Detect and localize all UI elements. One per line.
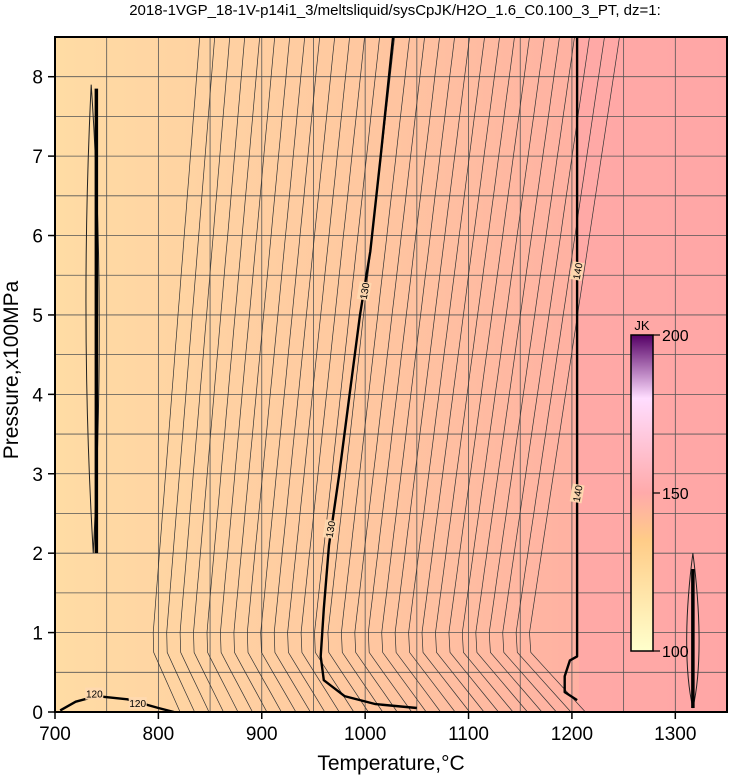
thin-contour [448, 37, 530, 712]
contour-label-bg [569, 483, 585, 504]
y-tick-label: 3 [32, 465, 43, 486]
thin-contour [260, 37, 321, 712]
colorbar-tick-label: 100 [662, 644, 689, 661]
thin-contour [152, 37, 201, 712]
thin-contour [166, 37, 216, 712]
contour-label: 120 [85, 687, 104, 701]
thin-contour [394, 37, 470, 712]
contour-labels: 120 120 130 130 140 140 [85, 261, 586, 710]
thin-contour [475, 37, 560, 712]
colorbar-tick-label: 200 [662, 328, 689, 345]
thin-contours [85, 37, 700, 712]
thin-contour [502, 37, 590, 712]
y-tick-label: 2 [32, 544, 43, 565]
colorbar-title: JK [634, 318, 650, 333]
thin-contour [381, 37, 455, 712]
thin-contour [435, 37, 515, 712]
colorbar-tick-label: 150 [662, 486, 689, 503]
thin-contour [300, 37, 365, 712]
thin-contour [461, 37, 545, 712]
y-axis-title: Pressure,x100MPa [0, 280, 23, 459]
y-tick-label: 0 [32, 703, 43, 724]
contour-label-bg [322, 519, 338, 540]
thin-contour [408, 37, 485, 712]
thin-contour [206, 37, 261, 712]
contour-label-text: 130 [325, 520, 339, 539]
x-tick-label: 1100 [448, 724, 489, 745]
thin-contour [193, 37, 246, 712]
thin-contour [314, 37, 380, 712]
contour-label: 130 [322, 519, 339, 540]
colorbar: JK 100 150 200 [630, 318, 689, 661]
y-tick-label: 1 [32, 624, 43, 645]
contour-label-bg [85, 687, 104, 700]
x-tick-label: 1000 [344, 724, 386, 745]
x-tick-label: 1200 [551, 724, 593, 745]
chart-title: 2018-1VGP_18-1V-p14i1_3/meltsliquid/sysC… [129, 2, 661, 19]
y-tick-label: 7 [32, 147, 43, 168]
x-axis-title: Temperature,°C [317, 752, 464, 775]
contour-label-text: 120 [129, 699, 146, 710]
thin-contour [367, 37, 440, 712]
y-axis: 0 1 2 3 4 5 6 7 8 [32, 68, 55, 724]
contour-130 [319, 37, 417, 710]
thin-contour [529, 37, 620, 712]
y-tick-label: 6 [32, 227, 43, 248]
grid [55, 37, 727, 712]
x-axis: 700 800 900 1000 1100 1200 1300 [39, 712, 696, 745]
x-tick-label: 900 [246, 724, 278, 745]
x-tick-label: 1300 [654, 724, 696, 745]
contour-label-text: 130 [359, 282, 373, 301]
contour-label-bg [569, 261, 585, 281]
contour-label-bg [128, 697, 147, 710]
contour-label-bg [356, 281, 372, 301]
contour-label: 140 [569, 261, 586, 281]
y-tick-label: 4 [32, 385, 43, 406]
x-tick-label: 700 [39, 724, 71, 745]
x-tick-label: 800 [143, 724, 175, 745]
thin-contour [287, 37, 350, 712]
contour-120 [59, 694, 175, 712]
thin-contour [421, 37, 500, 712]
y-tick-label: 8 [32, 68, 43, 89]
thin-contour [179, 37, 231, 712]
thin-contour [220, 37, 276, 712]
contour-label: 130 [356, 281, 373, 301]
contour-label: 120 [128, 697, 147, 710]
colorbar-gradient [630, 334, 654, 652]
thin-contour [488, 37, 575, 712]
thin-contour [246, 37, 306, 712]
y-tick-label: 5 [32, 306, 43, 327]
contour-label-text: 140 [572, 262, 586, 281]
contour-label-text: 140 [572, 484, 586, 503]
plot-frame [54, 36, 728, 713]
thin-contour [233, 37, 291, 712]
contour-label-text: 120 [86, 690, 103, 701]
contour-label: 140 [569, 483, 586, 504]
thin-contour [515, 37, 605, 712]
thin-contour [354, 37, 425, 712]
thin-contour [341, 37, 410, 712]
thin-contour [273, 37, 336, 712]
